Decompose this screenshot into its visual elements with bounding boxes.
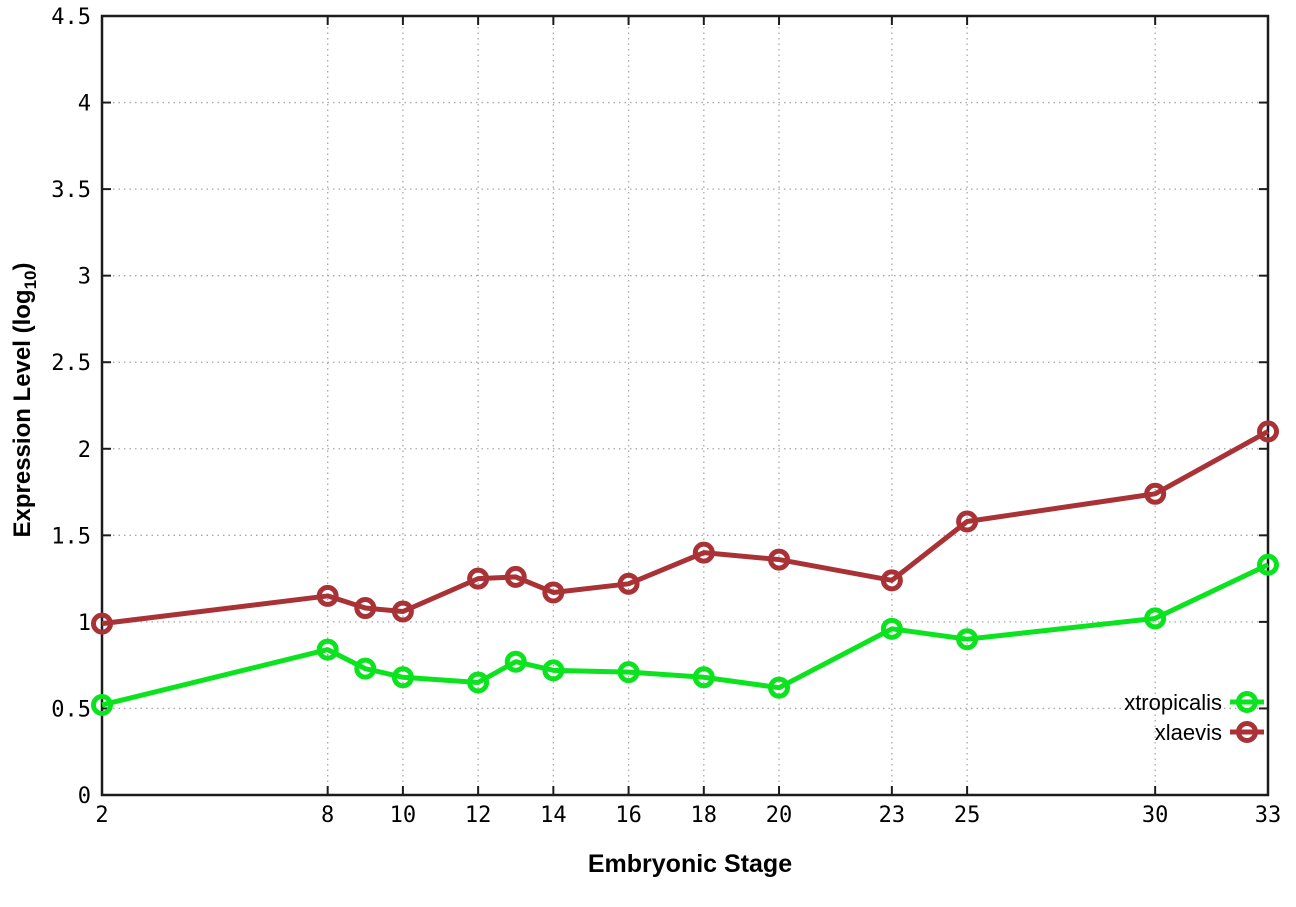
data-point-marker [542,581,565,604]
x-tick-label: 10 [390,803,417,828]
plot-border [100,14,1270,797]
data-point-marker [354,597,377,620]
y-tick-label: 4.5 [51,5,91,30]
data-point-marker [692,541,715,564]
legend-label-xlaevis: xlaevis [1155,720,1222,745]
legend: xtropicalis xlaevis [1124,690,1264,745]
y-tick-label: 2.5 [51,351,91,376]
x-tick-label: 25 [954,803,981,828]
data-point-marker [354,657,377,680]
legend-marker-icon [1236,721,1258,743]
data-point-marker [880,617,903,640]
series-line-xlaevis [101,429,1270,627]
y-tick-label: 0 [78,784,91,809]
y-tick-label: 2 [78,438,91,463]
y-axis-title-subscript: 10 [21,271,40,290]
data-point-marker [880,569,903,592]
data-point-marker [956,628,979,651]
data-point-marker [391,666,414,689]
x-tick-label: 2 [95,803,108,828]
x-tick-label: 20 [766,803,793,828]
y-tick-label: 3.5 [51,178,91,203]
data-point-marker [316,584,339,607]
y-axis-title-suffix: ) [9,263,36,271]
y-tick-label: 0.5 [51,697,91,722]
data-point-marker [467,567,490,590]
y-axis-title-prefix: Expression Level (log [9,289,36,537]
data-point-marker [504,565,527,588]
data-point-marker [504,650,527,673]
data-point-marker [542,659,565,682]
data-point-marker [391,600,414,623]
series-layer [91,420,1279,716]
data-point-marker [1144,482,1167,505]
data-point-marker [956,510,979,533]
y-tick-label: 3 [78,265,91,290]
y-tick-label: 1.5 [51,524,91,549]
x-tick-label: 12 [465,803,492,828]
x-axis-title: Embryonic Stage [588,850,792,878]
data-point-marker [467,671,490,694]
data-point-marker [316,638,339,661]
y-tick-label: 1 [78,611,91,636]
axis-layer [100,14,1270,797]
x-tick-label: 30 [1142,803,1169,828]
legend-label-xtropicalis: xtropicalis [1124,690,1222,715]
data-point-marker [617,661,640,684]
data-point-marker [1257,553,1279,576]
x-tick-label: 33 [1255,803,1282,828]
x-tick-label: 8 [321,803,334,828]
data-point-marker [768,676,791,699]
data-point-marker [692,666,715,689]
data-point-marker [1257,420,1279,443]
x-tick-label: 16 [615,803,642,828]
data-point-marker [91,693,113,716]
series-line-xtropicalis [101,562,1270,708]
data-point-marker [91,612,113,635]
data-point-marker [617,572,640,595]
y-axis-title: Expression Level (log10) [9,263,40,538]
data-point-marker [1144,607,1167,630]
x-tick-label: 14 [540,803,567,828]
tick-label-layer: 2 8 10 12 14 16 18 20 23 25 30 33 0 0.5 1 1.5 2 2.5 3 3.5 4 4… [51,5,1281,828]
y-tick-label: 4 [78,92,91,117]
legend-marker-icon [1236,691,1258,713]
data-point-marker [768,548,791,571]
x-tick-label: 18 [691,803,718,828]
x-tick-label: 23 [879,803,906,828]
